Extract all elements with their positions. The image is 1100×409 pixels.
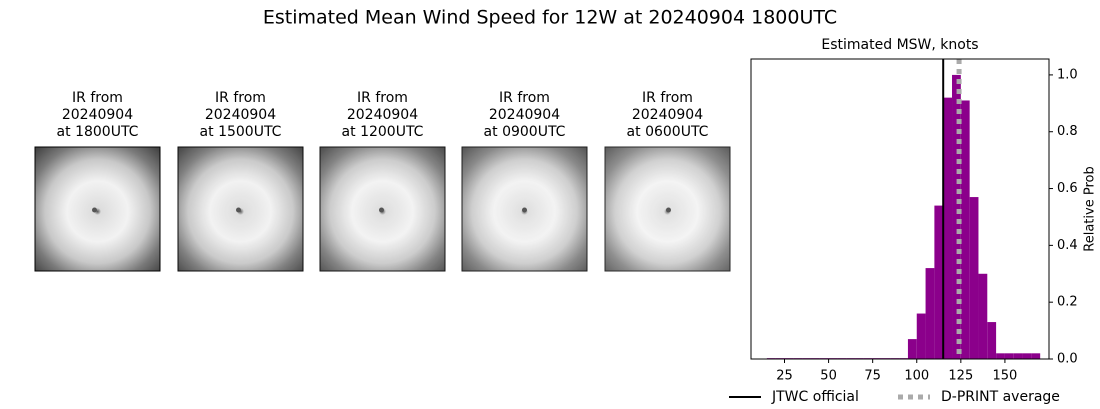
y-tick-label: 1.0 — [1057, 67, 1078, 82]
y-tick-label: 0.8 — [1057, 124, 1078, 139]
storm-eye — [666, 207, 671, 213]
bar — [952, 74, 961, 359]
plot-frame — [750, 58, 1050, 360]
bar — [1004, 353, 1014, 359]
storm-eye — [236, 207, 241, 213]
bar — [987, 322, 997, 359]
panel-label: IR from — [357, 90, 408, 106]
y-tick-label: 0.4 — [1057, 238, 1078, 253]
y-tick-label: 0.6 — [1057, 181, 1078, 196]
bar — [1022, 353, 1032, 359]
bar — [916, 313, 926, 359]
x-tick-label: 125 — [948, 369, 973, 384]
panel-label: at 1800UTC — [57, 124, 139, 140]
panel-label: IR from — [72, 90, 123, 106]
panel-label: IR from — [499, 90, 550, 106]
bar — [969, 197, 979, 359]
x-tick-label: 25 — [776, 369, 793, 384]
panel-label: 20240904 — [205, 107, 276, 123]
bar — [943, 97, 953, 360]
y-tick-label: 0.0 — [1057, 352, 1078, 367]
bar — [1013, 353, 1023, 359]
storm-eye — [379, 207, 384, 213]
bar — [925, 268, 935, 359]
panel-label: 20240904 — [489, 107, 560, 123]
panel-label: at 1200UTC — [342, 124, 424, 140]
x-tick-label: 75 — [864, 369, 881, 384]
panel-label: IR from — [215, 90, 266, 106]
figure-title: Estimated Mean Wind Speed for 12W at 202… — [263, 7, 837, 29]
ir-image — [34, 146, 161, 272]
x-tick-label: 50 — [820, 369, 837, 384]
bar — [907, 339, 917, 359]
panel-label: 20240904 — [632, 107, 703, 123]
bar — [960, 100, 970, 360]
panel-label: at 1500UTC — [200, 124, 282, 140]
x-tick-label: 100 — [904, 369, 929, 384]
legend-label: D-PRINT average — [941, 389, 1060, 405]
storm-eye — [522, 207, 527, 213]
panel-label: 20240904 — [347, 107, 418, 123]
bar — [978, 273, 988, 359]
panel-label: IR from — [642, 90, 693, 106]
panel-label: 20240904 — [62, 107, 133, 123]
panel-label: at 0900UTC — [484, 124, 566, 140]
bar — [934, 205, 944, 359]
bar — [996, 353, 1005, 359]
y-tick-label: 0.2 — [1057, 295, 1078, 310]
panel-label: at 0600UTC — [627, 124, 709, 140]
chart-title: Estimated MSW, knots — [821, 37, 978, 53]
y-axis-label: Relative Prob — [1083, 166, 1098, 251]
x-tick-label: 150 — [993, 369, 1018, 384]
storm-eye — [92, 207, 97, 213]
legend-label: JTWC official — [771, 389, 859, 405]
bar — [1031, 353, 1041, 359]
